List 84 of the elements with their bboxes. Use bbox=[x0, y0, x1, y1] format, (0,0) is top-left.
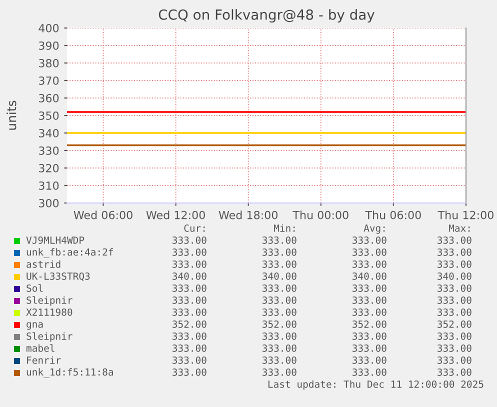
text: 333.00 bbox=[352, 308, 386, 316]
y-tick-label: 370 bbox=[39, 76, 59, 85]
x-tick-label: Wed 06:00 bbox=[74, 210, 132, 220]
text: 340.00 bbox=[262, 272, 296, 280]
text: 333.00 bbox=[172, 284, 206, 292]
text: 352.00 bbox=[438, 320, 472, 328]
text: 333.00 bbox=[262, 368, 296, 376]
text: 352.00 bbox=[172, 320, 206, 328]
text: 333.00 bbox=[352, 260, 386, 268]
y-tick-label: 340 bbox=[39, 128, 59, 138]
y-tick-label: 400 bbox=[38, 24, 59, 32]
text: 333.00 bbox=[172, 308, 206, 316]
legend-label: Sol bbox=[26, 284, 43, 292]
text: 333.00 bbox=[438, 236, 472, 244]
text: 333.00 bbox=[172, 344, 206, 352]
chart-title: CCQ on Folkvangr@48 - by day bbox=[158, 9, 374, 23]
text: 333.00 bbox=[352, 296, 386, 304]
legend-label: Sleipnir bbox=[26, 296, 72, 306]
text: 340.00 bbox=[172, 272, 206, 280]
legend-label: VJ9MLH4WDP bbox=[26, 236, 84, 244]
legend-label: astrid bbox=[26, 260, 60, 268]
y-tick-label: 350 bbox=[39, 111, 59, 120]
text: 333.00 bbox=[438, 248, 472, 256]
text: 352.00 bbox=[352, 320, 386, 328]
text: 333.00 bbox=[438, 296, 472, 304]
text: 333.00 bbox=[262, 248, 296, 256]
y-tick-label: 380 bbox=[39, 58, 59, 68]
text: Min: bbox=[274, 224, 295, 232]
text: 333.00 bbox=[438, 356, 472, 364]
text: 333.00 bbox=[438, 260, 472, 268]
text: 333.00 bbox=[438, 308, 472, 316]
y-axis-title: units bbox=[6, 100, 16, 130]
text: 333.00 bbox=[262, 284, 296, 292]
text: 352.00 bbox=[262, 320, 296, 328]
text: 333.00 bbox=[172, 248, 206, 256]
legend-label: UK-L33STRQ3 bbox=[26, 272, 90, 281]
y-tick-label: 310 bbox=[39, 181, 59, 190]
legend-label: unk_1d:f5:11:8a bbox=[26, 368, 113, 378]
text: 333.00 bbox=[352, 248, 386, 256]
text: 333.00 bbox=[438, 344, 472, 352]
x-tick-label: Thu 00:00 bbox=[292, 210, 348, 220]
legend-label: gna bbox=[26, 322, 43, 330]
text: 333.00 bbox=[262, 344, 296, 352]
text: 340.00 bbox=[352, 272, 386, 280]
text: Max: bbox=[448, 224, 470, 232]
x-tick-label: Thu 06:00 bbox=[365, 210, 421, 220]
text: 333.00 bbox=[262, 236, 296, 244]
text: 333.00 bbox=[438, 284, 472, 292]
y-tick-label: 320 bbox=[39, 164, 59, 172]
y-tick-label: 360 bbox=[39, 94, 59, 102]
text: 333.00 bbox=[172, 296, 206, 304]
legend-label: Fenrir bbox=[27, 356, 61, 364]
text: 340.00 bbox=[438, 272, 472, 280]
text: 333.00 bbox=[172, 236, 206, 244]
y-tick-label: 300 bbox=[39, 198, 59, 208]
text: 333.00 bbox=[172, 368, 206, 376]
text: 333.00 bbox=[352, 332, 386, 340]
legend-label: unk_fb:ae:4a:2f bbox=[26, 248, 113, 258]
legend-label: X2111980 bbox=[26, 308, 72, 316]
y-tick-label: 330 bbox=[39, 146, 59, 155]
text: Cur: bbox=[184, 224, 205, 232]
text: 333.00 bbox=[438, 332, 472, 340]
text: 333.00 bbox=[172, 332, 206, 340]
text: 333.00 bbox=[352, 236, 386, 244]
x-tick-label: Wed 18:00 bbox=[218, 210, 278, 220]
text: 333.00 bbox=[438, 368, 472, 376]
text: 333.00 bbox=[262, 308, 296, 316]
text: Last update: Thu Dec 11 12:00:00 2025 bbox=[268, 380, 484, 390]
text: 333.00 bbox=[262, 332, 296, 340]
text: 333.00 bbox=[352, 284, 386, 292]
text: 333.00 bbox=[262, 260, 296, 268]
text: 333.00 bbox=[352, 356, 386, 364]
legend-label: Sleipnir bbox=[26, 332, 72, 342]
text: 333.00 bbox=[352, 368, 386, 376]
text: 333.00 bbox=[262, 356, 296, 364]
text: 333.00 bbox=[172, 356, 206, 364]
legend-label: mabel bbox=[26, 344, 54, 352]
text: 333.00 bbox=[352, 344, 386, 352]
text: 333.00 bbox=[172, 260, 206, 268]
y-tick-label: 390 bbox=[39, 41, 59, 50]
text: Avg: bbox=[364, 224, 385, 234]
text: 333.00 bbox=[262, 296, 296, 304]
x-tick-label: Thu 12:00 bbox=[438, 210, 494, 220]
x-tick-label: Wed 12:00 bbox=[146, 210, 205, 220]
